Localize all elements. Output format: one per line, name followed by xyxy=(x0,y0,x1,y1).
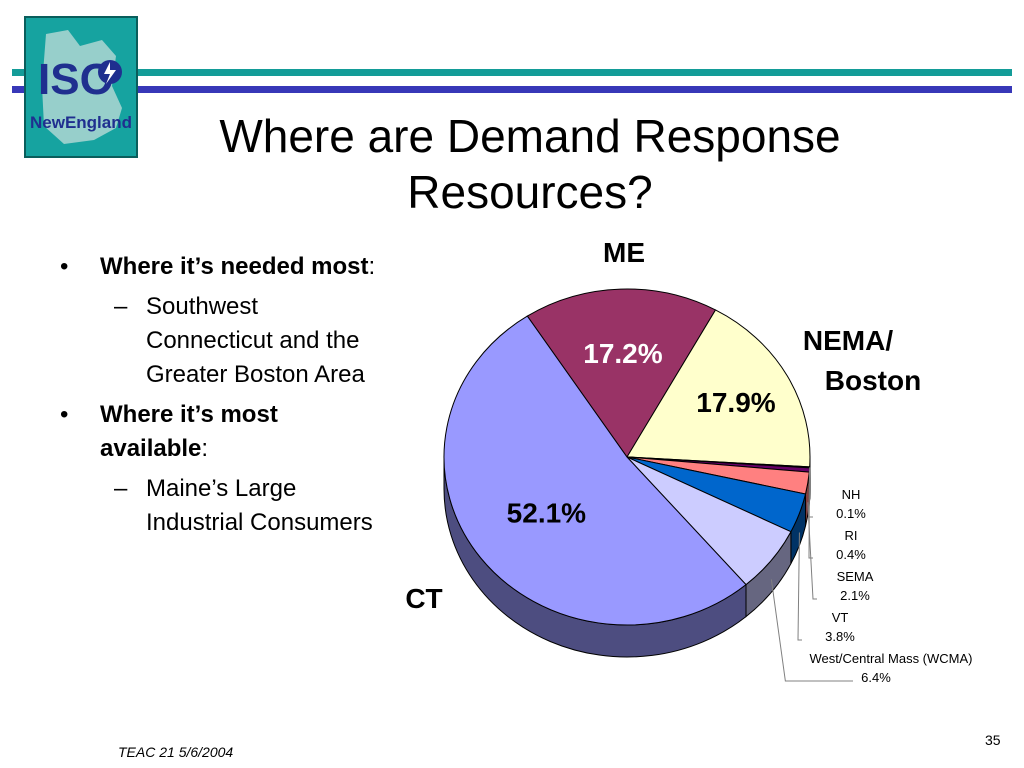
header-rule-blue xyxy=(12,86,1012,93)
pie-label-ct: 52.1% xyxy=(507,497,586,528)
sub-bullet-southwest: Southwest Connecticut and the Greater Bo… xyxy=(58,290,438,392)
region-label-nema-line-2: Boston xyxy=(825,365,921,396)
pie-slice-ct xyxy=(443,315,747,626)
region-label-me: ME xyxy=(603,237,645,268)
callout-value-west-central-mass-wcma: 6.4% xyxy=(861,670,891,685)
sub-bullet-maine-line-2: Industrial Consumers xyxy=(146,509,373,536)
iso-new-england-logo: ISO NewEngland xyxy=(24,16,138,158)
leader-line-ri xyxy=(808,470,813,559)
pie-label-nema-boston: 17.9% xyxy=(696,387,775,418)
callout-name-nh: NH xyxy=(842,487,861,502)
logo-newengland-text: NewEngland xyxy=(30,113,132,132)
pie-slice-me xyxy=(526,288,717,458)
bullet-most-available-colon: : xyxy=(201,435,209,462)
bullet-most-available-line-1: Where it’s most xyxy=(100,401,278,428)
leader-line-sema xyxy=(807,502,817,600)
footer-date: TEAC 21 5/6/2004 xyxy=(118,744,234,760)
sub-bullet-maine: Maine’s Large Industrial Consumers xyxy=(58,472,438,540)
page-title: Where are Demand Response Resources? xyxy=(150,108,910,220)
title-line-1: Where are Demand Response xyxy=(219,110,841,162)
callout-value-nh: 0.1% xyxy=(836,506,866,521)
title-line-2: Resources? xyxy=(407,166,653,218)
sub-bullet-southwest-line-1: Southwest xyxy=(146,293,259,320)
sub-bullet-maine-line-1: Maine’s Large xyxy=(146,475,297,502)
pie-slice-nema-boston xyxy=(626,309,811,468)
pie-label-me: 17.2% xyxy=(583,338,662,369)
bullet-needed-most-colon: : xyxy=(368,253,376,280)
bullet-needed-most: Where it’s needed most: xyxy=(58,250,438,284)
callout-name-ri: RI xyxy=(845,528,858,543)
callout-value-ri: 0.4% xyxy=(836,547,866,562)
leader-line-vt xyxy=(797,532,802,641)
callout-name-west-central-mass-wcma: West/Central Mass (WCMA) xyxy=(810,651,973,666)
bullet-most-available-line-2: available xyxy=(100,435,202,462)
callout-name-sema: SEMA xyxy=(837,569,874,584)
leader-line-west-central-mass-wcma xyxy=(770,579,853,682)
new-england-map-icon xyxy=(42,30,122,144)
callout-value-vt: 3.8% xyxy=(825,629,855,644)
sub-bullet-southwest-line-2: Connecticut and the xyxy=(146,327,360,354)
bullet-needed-most-bold: Where it’s needed most xyxy=(100,253,369,280)
header-rule-teal xyxy=(12,69,1012,76)
sub-bullet-southwest-line-3: Greater Boston Area xyxy=(146,361,365,388)
callout-name-vt: VT xyxy=(832,610,849,625)
bullet-list: Where it’s needed most: Southwest Connec… xyxy=(58,250,438,546)
lightning-bolt-icon xyxy=(104,62,116,84)
region-label-nema-line-1: NEMA/ xyxy=(803,325,893,356)
bullet-most-available: Where it’s most available: xyxy=(58,398,438,466)
region-label-ct: CT xyxy=(405,583,442,614)
page-number: 35 xyxy=(985,732,1001,748)
callout-value-sema: 2.1% xyxy=(840,588,870,603)
